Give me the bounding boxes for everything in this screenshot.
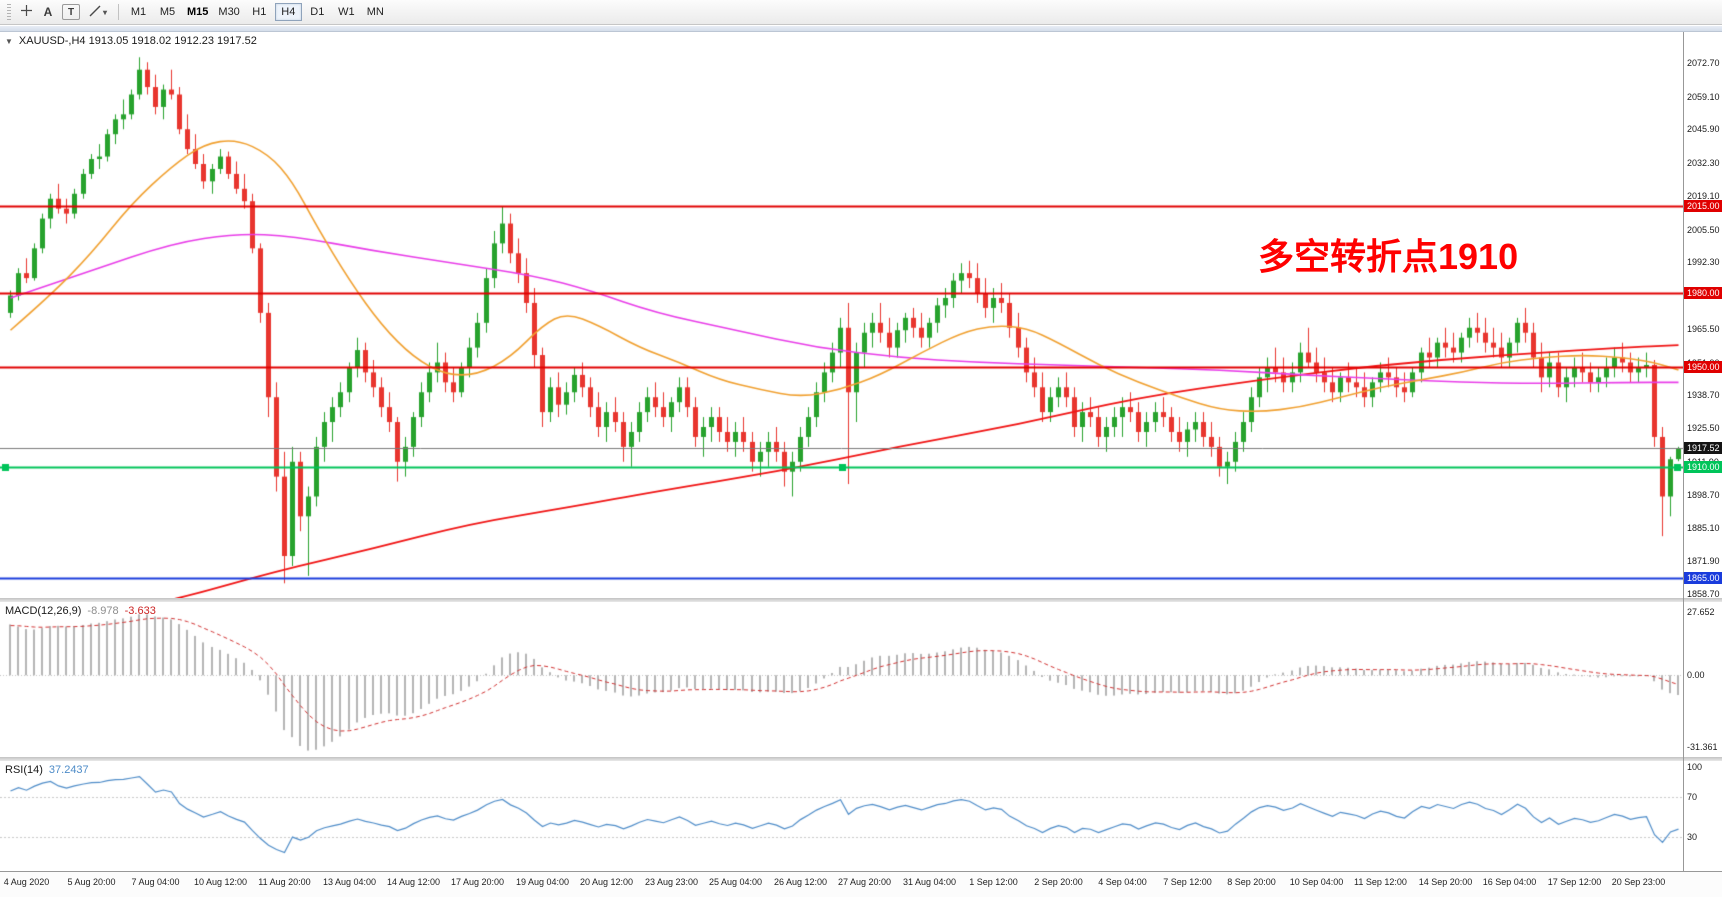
timeframe-group: M1 M5 M15 M30 H1 H4 D1 W1 MN	[124, 3, 390, 21]
timeframe-button-m5[interactable]: M5	[154, 3, 181, 21]
time-tick-label: 7 Aug 04:00	[131, 877, 180, 887]
top-toolbar: A T ▾ M1 M5 M15 M30 H1 H4 D1 W1 MN	[0, 0, 1722, 25]
time-tick-label: 20 Aug 12:00	[579, 877, 634, 887]
crosshair-icon	[20, 4, 33, 20]
time-tick-label: 14 Aug 12:00	[386, 877, 441, 887]
time-tick-label: 19 Aug 04:00	[515, 877, 570, 887]
current-price-tag: 1917.52	[1684, 442, 1722, 455]
time-tick-label: 10 Sep 04:00	[1289, 877, 1344, 887]
scale-tick-label: 2032.30	[1687, 158, 1720, 169]
price-chart-canvas[interactable]	[0, 32, 1683, 598]
time-tick-label: 17 Sep 12:00	[1547, 877, 1602, 887]
timeframe-button-m15[interactable]: M15	[183, 3, 212, 21]
time-tick-label: 4 Sep 04:00	[1098, 877, 1147, 887]
time-tick-label: 23 Aug 23:00	[644, 877, 699, 887]
scale-tick-label: 2045.90	[1687, 124, 1720, 135]
scale-tick-label: 0.00	[1687, 670, 1705, 681]
rsi-canvas[interactable]	[0, 761, 1683, 871]
price-scale[interactable]: 2072.70 2059.10 2045.90 2032.30 2019.10 2005.…	[1684, 32, 1722, 598]
time-tick-label: 2 Sep 20:00	[1034, 877, 1083, 887]
scale-tick-label: 1938.70	[1687, 390, 1720, 401]
text-box-tool-button[interactable]: T	[62, 4, 80, 20]
macd-signal-value: -3.633	[124, 605, 156, 617]
time-tick-label: 26 Aug 12:00	[773, 877, 828, 887]
scale-tick-label: 2005.50	[1687, 224, 1720, 235]
scale-tick-label: -31.361	[1687, 741, 1718, 752]
chevron-down-icon: ▾	[102, 7, 107, 17]
crosshair-tool-button[interactable]	[15, 2, 37, 22]
panel-divider[interactable]	[0, 757, 1722, 761]
time-tick-label: 17 Aug 20:00	[450, 877, 505, 887]
scale-tick-label: 2072.70	[1687, 58, 1720, 68]
rsi-scale[interactable]: 100 70 30	[1684, 761, 1722, 871]
chart-window-top-strip	[0, 26, 1722, 32]
toolbar-separator	[118, 4, 119, 20]
scale-tick-label: 1898.70	[1687, 489, 1720, 500]
hline-price-tag: 1980.00	[1684, 287, 1722, 300]
one-click-trading-toggle[interactable]: ▼	[5, 36, 13, 46]
scale-tick-label: 1925.50	[1687, 423, 1720, 434]
macd-panel: MACD(12,26,9) -8.978 -3.633 27.652 0.00 -3…	[0, 602, 1722, 757]
macd-name: MACD(12,26,9)	[5, 605, 82, 617]
time-tick-label: 31 Aug 04:00	[902, 877, 957, 887]
time-tick-label: 10 Aug 12:00	[193, 877, 248, 887]
scale-tick-label: 1858.70	[1687, 588, 1720, 598]
time-tick-label: 7 Sep 12:00	[1163, 877, 1212, 887]
timeframe-button-m1[interactable]: M1	[125, 3, 152, 21]
scale-tick-label: 1992.30	[1687, 257, 1720, 268]
toolbar-grip[interactable]	[7, 4, 11, 20]
hline-price-tag: 1950.00	[1684, 361, 1722, 374]
time-tick-label: 20 Sep 23:00	[1611, 877, 1666, 887]
timeframe-button-d1[interactable]: D1	[304, 3, 331, 21]
scale-tick-label: 1871.90	[1687, 556, 1720, 567]
time-tick-label: 14 Sep 20:00	[1418, 877, 1473, 887]
time-tick-label: 5 Aug 20:00	[67, 877, 116, 887]
scale-tick-label: 100	[1687, 762, 1703, 772]
rsi-name: RSI(14)	[5, 764, 43, 776]
macd-canvas[interactable]	[0, 602, 1683, 757]
time-tick-label: 11 Sep 12:00	[1354, 877, 1407, 887]
hline-price-tag: 2015.00	[1684, 200, 1722, 213]
timeframe-button-w1[interactable]: W1	[333, 3, 360, 21]
time-tick-label: 25 Aug 04:00	[708, 877, 763, 887]
time-scale[interactable]: 4 Aug 2020 5 Aug 20:00 7 Aug 04:00 10 Aug 1…	[0, 871, 1722, 897]
time-tick-label: 11 Aug 20:00	[258, 877, 311, 887]
time-tick-label: 8 Sep 20:00	[1227, 877, 1276, 887]
timeframe-button-h4[interactable]: H4	[274, 3, 302, 21]
trendline-icon	[89, 5, 101, 20]
chart-info-line: ▼ XAUUSD-,H4 1913.05 1918.02 1912.23 191…	[5, 35, 257, 47]
scale-tick-label: 1965.50	[1687, 323, 1720, 334]
scale-tick-label: 2059.10	[1687, 91, 1720, 102]
scale-tick-label: 2019.10	[1687, 190, 1720, 201]
hline-price-tag: 1865.00	[1684, 572, 1722, 585]
timeframe-button-mn[interactable]: MN	[362, 3, 389, 21]
macd-main-value: -8.978	[87, 605, 119, 617]
time-tick-label: 27 Aug 20:00	[837, 877, 892, 887]
time-tick-label: 16 Sep 04:00	[1482, 877, 1537, 887]
time-tick-label: 4 Aug 2020	[3, 877, 50, 887]
price-axis-separator	[1683, 32, 1684, 871]
rsi-value: 37.2437	[48, 764, 89, 776]
time-tick-label: 1 Sep 12:00	[969, 877, 1018, 887]
timeframe-button-h1[interactable]: H1	[246, 3, 273, 21]
ohlc-info-text: XAUUSD-,H4 1913.05 1918.02 1912.23 1917.…	[18, 35, 257, 47]
shapes-dropdown-button[interactable]: ▾	[83, 2, 113, 22]
price-chart-panel: ▼ XAUUSD-,H4 1913.05 1918.02 1912.23 191…	[0, 32, 1722, 598]
scale-tick-label: 30	[1687, 832, 1698, 842]
time-tick-label: 13 Aug 04:00	[322, 877, 377, 887]
scale-tick-label: 70	[1687, 792, 1698, 802]
scale-tick-label: 27.652	[1687, 607, 1715, 617]
rsi-label: RSI(14) 37.2437	[5, 764, 89, 776]
panel-divider[interactable]	[0, 598, 1722, 602]
text-label-tool-button[interactable]: A	[37, 2, 59, 22]
annotation-text[interactable]: 多空转折点1910	[1258, 236, 1519, 277]
rsi-panel: RSI(14) 37.2437 100 70 30	[0, 761, 1722, 871]
timeframe-button-m30[interactable]: M30	[214, 3, 243, 21]
macd-label: MACD(12,26,9) -8.978 -3.633	[5, 605, 156, 617]
scale-tick-label: 1885.10	[1687, 523, 1720, 534]
hline-price-tag: 1910.00	[1684, 460, 1722, 473]
macd-scale[interactable]: 27.652 0.00 -31.361	[1684, 602, 1722, 757]
